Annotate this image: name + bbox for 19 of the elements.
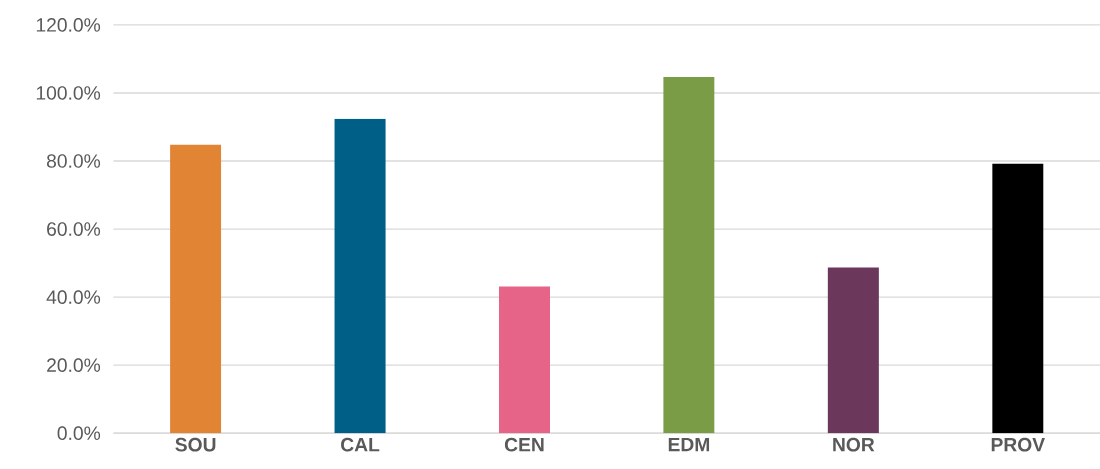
x-tick-label: EDM [668,437,710,452]
y-tick-label: 120.0% [36,18,101,32]
bar [334,118,386,434]
x-tick-label: SOU [175,437,216,452]
y-tick-label: 20.0% [47,358,101,372]
bar [827,267,879,434]
bar [498,286,550,434]
y-tick-label: 40.0% [46,290,101,304]
y-tick-label: 80.0% [46,154,101,168]
bar [663,76,715,434]
y-tick-label: 60.0% [47,222,101,236]
bar [170,144,222,434]
x-tick-label: CAL [341,437,380,452]
y-tick-label: 100.0% [36,86,101,100]
y-tick-label: 0.0% [57,426,101,440]
x-tick-label: PROV [991,437,1045,452]
bar [992,163,1044,434]
x-tick-label: CEN [504,437,544,452]
x-tick-label: NOR [833,437,875,452]
